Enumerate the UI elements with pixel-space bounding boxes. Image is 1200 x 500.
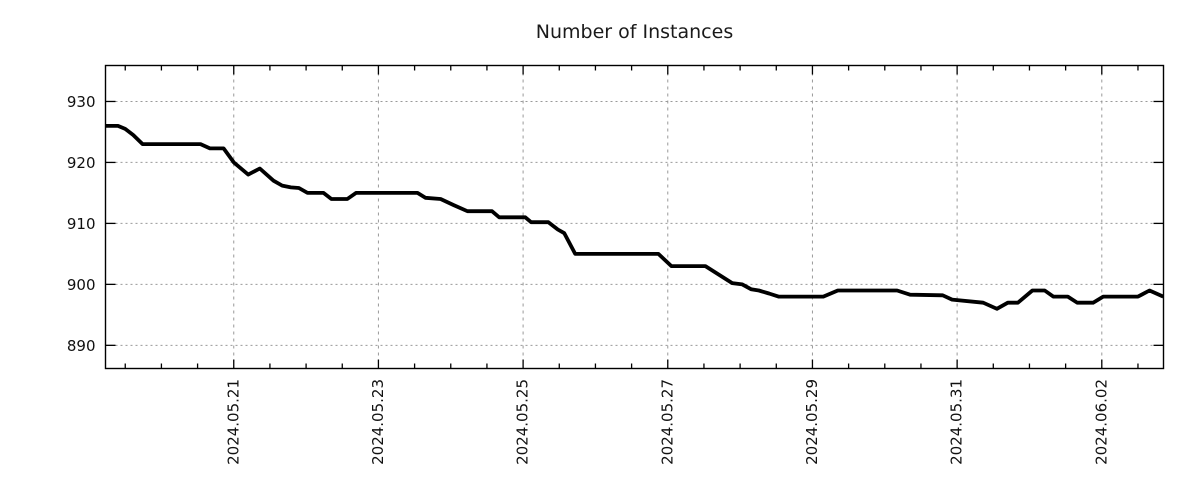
series-instances: [105, 124, 1165, 311]
x-tick-label: 2024.05.29: [803, 379, 821, 465]
x-tick-label: 2024.05.21: [224, 379, 242, 465]
chart-title: Number of Instances: [536, 21, 733, 43]
axis-ticks: [105, 65, 1164, 369]
y-tick-labels: 890 900 910 920 930: [67, 93, 96, 355]
x-tick-label: 2024.05.31: [948, 379, 966, 465]
y-tick-label: 910: [67, 215, 96, 233]
y-tick-label: 890: [67, 337, 96, 355]
x-tick-labels: 2024.05.21 2024.05.23 2024.05.25 2024.05.27…: [224, 379, 1110, 465]
grid-lines: [105, 65, 1164, 369]
x-tick-label: 2024.06.02: [1092, 379, 1110, 465]
data-line: [105, 124, 1165, 311]
plot-border: [104, 64, 1165, 370]
y-tick-label: 920: [67, 154, 96, 172]
x-tick-label: 2024.05.23: [369, 379, 387, 465]
y-tick-label: 900: [67, 276, 96, 294]
x-tick-label: 2024.05.27: [658, 379, 676, 465]
y-tick-label: 930: [67, 93, 96, 111]
x-tick-label: 2024.05.25: [514, 379, 532, 465]
